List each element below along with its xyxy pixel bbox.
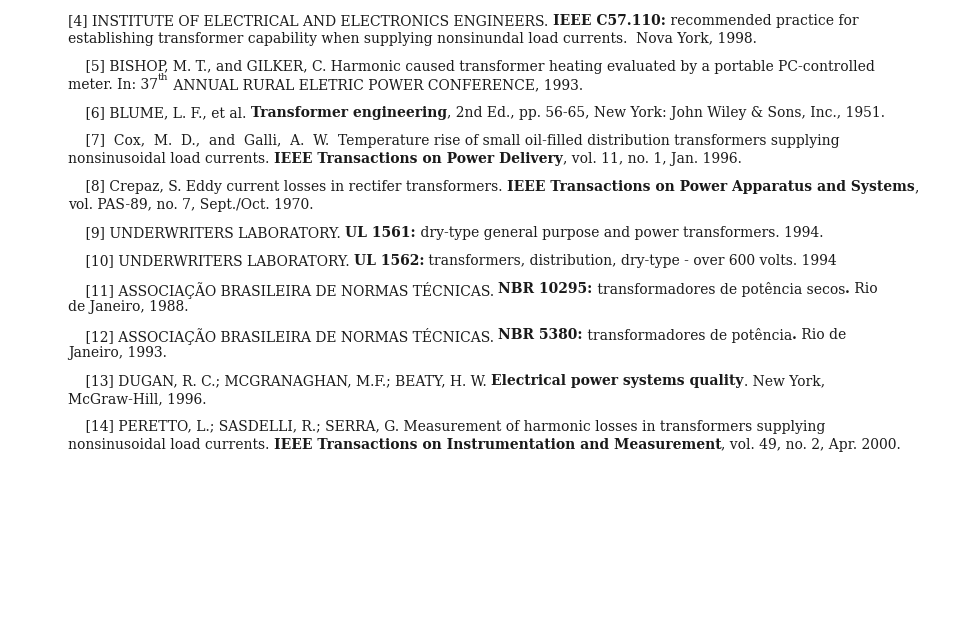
Text: Rio de: Rio de [797, 328, 847, 342]
Text: nonsinusoidal load currents.: nonsinusoidal load currents. [68, 152, 274, 166]
Text: [14] PERETTO, L.; SASDELLI, R.; SERRA, G. Measurement of harmonic losses in tran: [14] PERETTO, L.; SASDELLI, R.; SERRA, G… [68, 420, 826, 434]
Text: [9] UNDERWRITERS LABORATORY.: [9] UNDERWRITERS LABORATORY. [68, 226, 346, 240]
Text: .: . [792, 328, 797, 342]
Text: recommended practice for: recommended practice for [665, 14, 858, 28]
Text: McGraw-Hill, 1996.: McGraw-Hill, 1996. [68, 392, 206, 406]
Text: [7]  Cox,  M.  D.,  and  Galli,  A.  W.  Temperature rise of small oil-filled di: [7] Cox, M. D., and Galli, A. W. Tempera… [68, 134, 840, 148]
Text: IEEE Transactions on Power Delivery: IEEE Transactions on Power Delivery [274, 152, 563, 166]
Text: vol. PAS-89, no. 7, Sept./Oct. 1970.: vol. PAS-89, no. 7, Sept./Oct. 1970. [68, 198, 314, 212]
Text: .: . [845, 282, 850, 296]
Text: transformadores de potência: transformadores de potência [583, 328, 792, 343]
Text: , vol. 11, no. 1, Jan. 1996.: , vol. 11, no. 1, Jan. 1996. [563, 152, 741, 166]
Text: th: th [158, 73, 169, 82]
Text: [10] UNDERWRITERS LABORATORY.: [10] UNDERWRITERS LABORATORY. [68, 254, 354, 268]
Text: transformadores de potência secos: transformadores de potência secos [592, 282, 845, 297]
Text: IEEE C57.110:: IEEE C57.110: [553, 14, 665, 28]
Text: , vol. 49, no. 2, Apr. 2000.: , vol. 49, no. 2, Apr. 2000. [721, 438, 901, 452]
Text: . New York,: . New York, [744, 374, 825, 388]
Text: IEEE Transactions on Instrumentation and Measurement: IEEE Transactions on Instrumentation and… [274, 438, 721, 452]
Text: NBR 5380:: NBR 5380: [498, 328, 583, 342]
Text: NBR 10295:: NBR 10295: [498, 282, 592, 296]
Text: [5] BISHOP, M. T., and GILKER, C. Harmonic caused transformer heating evaluated : [5] BISHOP, M. T., and GILKER, C. Harmon… [68, 60, 875, 74]
Text: , 2nd Ed., pp. 56-65, New York: John Wiley & Sons, Inc., 1951.: , 2nd Ed., pp. 56-65, New York: John Wil… [446, 106, 885, 120]
Text: Electrical power systems quality: Electrical power systems quality [492, 374, 744, 388]
Text: IEEE Transactions on Power Apparatus and Systems: IEEE Transactions on Power Apparatus and… [507, 180, 915, 194]
Text: ANNUAL RURAL ELETRIC POWER CONFERENCE, 1993.: ANNUAL RURAL ELETRIC POWER CONFERENCE, 1… [169, 78, 583, 92]
Text: ,: , [915, 180, 919, 194]
Text: transformers, distribution, dry-type - over 600 volts. 1994: transformers, distribution, dry-type - o… [424, 254, 837, 268]
Text: UL 1562:: UL 1562: [354, 254, 424, 268]
Text: meter. In: 37: meter. In: 37 [68, 78, 158, 92]
Text: UL 1561:: UL 1561: [346, 226, 416, 240]
Text: nonsinusoidal load currents.: nonsinusoidal load currents. [68, 438, 274, 452]
Text: [12] ASSOCIAÇÃO BRASILEIRA DE NORMAS TÉCNICAS.: [12] ASSOCIAÇÃO BRASILEIRA DE NORMAS TÉC… [68, 328, 498, 345]
Text: [8] Crepaz, S. Eddy current losses in rectifer transformers.: [8] Crepaz, S. Eddy current losses in re… [68, 180, 507, 194]
Text: establishing transformer capability when supplying nonsinundal load currents.  N: establishing transformer capability when… [68, 32, 756, 46]
Text: [11] ASSOCIAÇÃO BRASILEIRA DE NORMAS TÉCNICAS.: [11] ASSOCIAÇÃO BRASILEIRA DE NORMAS TÉC… [68, 282, 498, 299]
Text: Janeiro, 1993.: Janeiro, 1993. [68, 346, 167, 360]
Text: [13] DUGAN, R. C.; MCGRANAGHAN, M.F.; BEATY, H. W.: [13] DUGAN, R. C.; MCGRANAGHAN, M.F.; BE… [68, 374, 492, 388]
Text: Transformer engineering: Transformer engineering [251, 106, 446, 120]
Text: dry-type general purpose and power transformers. 1994.: dry-type general purpose and power trans… [416, 226, 824, 240]
Text: Rio: Rio [850, 282, 877, 296]
Text: [4] INSTITUTE OF ELECTRICAL AND ELECTRONICS ENGINEERS.: [4] INSTITUTE OF ELECTRICAL AND ELECTRON… [68, 14, 553, 28]
Text: de Janeiro, 1988.: de Janeiro, 1988. [68, 300, 188, 314]
Text: [6] BLUME, L. F., et al.: [6] BLUME, L. F., et al. [68, 106, 251, 120]
